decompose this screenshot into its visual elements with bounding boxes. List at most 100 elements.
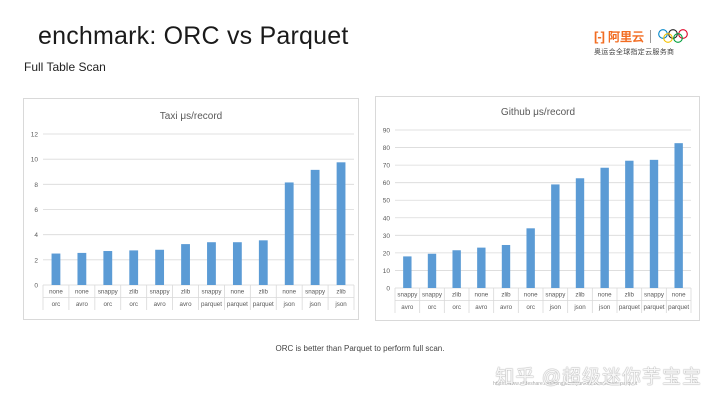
x-tick-label-format: json [549, 304, 562, 311]
y-tick-label: 50 [383, 198, 391, 205]
bar [501, 244, 511, 288]
y-tick-label: 80 [383, 145, 391, 152]
x-tick-label-codec: none [672, 292, 686, 299]
bar [258, 240, 268, 285]
bar [674, 143, 683, 288]
bar [649, 159, 659, 288]
bar [103, 251, 113, 285]
x-tick-label-format: avro [401, 304, 414, 311]
bar [625, 160, 634, 288]
bar [284, 182, 294, 285]
bar [232, 242, 242, 285]
x-tick-label-codec: zlib [625, 292, 635, 299]
y-tick-label: 0 [34, 283, 38, 290]
bar [575, 178, 585, 288]
x-tick-label-format: parquet [668, 304, 689, 311]
source-url: https://www.slideshare.net/dongjoonhyun/… [493, 381, 638, 387]
x-tick-label-codec: zlib [259, 289, 269, 296]
x-tick-label-codec: none [524, 292, 538, 299]
x-tick-label-codec: snappy [201, 289, 222, 296]
bar [600, 167, 609, 288]
y-tick-label: 10 [383, 268, 391, 275]
y-tick-label: 20 [383, 250, 391, 257]
watermark: 知乎 @超级迷你芋宝宝 [495, 367, 702, 388]
x-tick-label-format: json [573, 304, 586, 311]
x-tick-label-format: orc [428, 304, 437, 311]
aliyun-logo: [-] 阿里云 奥运会全球指定云服务商 [594, 27, 706, 63]
bar [551, 184, 560, 288]
x-tick-label-format: parquet [619, 304, 640, 311]
slide-caption: ORC is better than Parquet to perform fu… [275, 344, 445, 353]
y-tick-label: 0 [386, 286, 390, 293]
y-tick-label: 8 [34, 182, 38, 189]
aliyun-mark-icon: [-] [594, 28, 605, 44]
x-tick-label-format: parquet [644, 304, 665, 311]
x-tick-label-codec: zlib [129, 289, 139, 296]
bar [526, 228, 535, 288]
bar [207, 242, 216, 285]
x-tick-label-format: avro [500, 304, 513, 311]
bar [452, 250, 461, 288]
bar [129, 250, 139, 285]
x-tick-label-codec: zlib [575, 292, 585, 299]
y-tick-label: 60 [383, 180, 391, 187]
x-tick-label-codec: zlib [452, 292, 462, 299]
x-tick-label-format: orc [103, 301, 112, 308]
logo-name: 阿里云 [608, 29, 645, 44]
x-tick-label-codec: zlib [501, 292, 511, 299]
x-tick-label-format: orc [129, 301, 138, 308]
chart-title: Github μs/record [501, 107, 575, 118]
bar [51, 253, 61, 285]
x-tick-label-codec: snappy [397, 292, 418, 299]
bar [403, 256, 412, 288]
logo-tagline: 奥运会全球指定云服务商 [594, 49, 675, 56]
y-tick-label: 90 [383, 128, 391, 135]
x-tick-label-format: orc [526, 304, 535, 311]
x-tick-label-format: parquet [253, 301, 274, 308]
x-tick-label-format: avro [76, 301, 89, 308]
x-tick-label-codec: none [282, 289, 296, 296]
y-tick-label: 30 [383, 233, 391, 240]
x-tick-label-format: avro [180, 301, 193, 308]
x-tick-label-format: orc [52, 301, 61, 308]
x-tick-label-codec: snappy [98, 289, 119, 296]
x-tick-label-format: parquet [227, 301, 248, 308]
chart-title: Taxi μs/record [160, 111, 222, 122]
slide-subtitle: Full Table Scan [24, 60, 106, 74]
bar [155, 249, 165, 285]
bar [310, 169, 320, 285]
olympic-rings-icon [658, 29, 688, 43]
x-tick-label-codec: snappy [545, 292, 566, 299]
x-tick-label-codec: zlib [336, 289, 346, 296]
x-tick-label-format: json [598, 304, 611, 311]
x-tick-label-codec: snappy [422, 292, 443, 299]
github-bar-chart: Github μs/record 0 10 20 30 40 50 60 70 80 90 snapp… [383, 107, 692, 313]
x-tick-label-codec: none [598, 292, 612, 299]
x-tick-label-codec: snappy [644, 292, 665, 299]
x-tick-label-format: parquet [201, 301, 222, 308]
x-tick-label-codec: none [49, 289, 63, 296]
logo-divider [650, 29, 652, 43]
bar [336, 162, 346, 285]
olympic-ring [673, 33, 683, 43]
y-tick-label: 2 [34, 257, 38, 264]
x-tick-label-codec: none [75, 289, 89, 296]
bar [77, 252, 87, 285]
x-tick-label-format: orc [452, 304, 461, 311]
bar [427, 253, 437, 288]
x-tick-label-codec: snappy [305, 289, 326, 296]
x-tick-label-codec: none [230, 289, 244, 296]
x-tick-label-format: json [283, 301, 296, 308]
y-tick-label: 10 [31, 157, 39, 164]
github-chart-panel: Github μs/record 0 10 20 30 40 50 60 70 80 90 snapp… [375, 96, 700, 321]
bar [181, 244, 190, 285]
x-tick-label-codec: snappy [150, 289, 171, 296]
slide-title: enchmark: ORC vs Parquet [38, 22, 349, 50]
x-tick-label-codec: none [474, 292, 488, 299]
y-tick-label: 40 [383, 215, 391, 222]
y-tick-label: 4 [34, 232, 38, 239]
taxi-bar-chart: Taxi μs/record 0 2 4 6 8 10 12 none orc none avro sn… [31, 111, 355, 310]
x-tick-label-codec: zlib [181, 289, 191, 296]
y-tick-label: 12 [31, 132, 39, 139]
y-tick-label: 6 [34, 207, 38, 214]
